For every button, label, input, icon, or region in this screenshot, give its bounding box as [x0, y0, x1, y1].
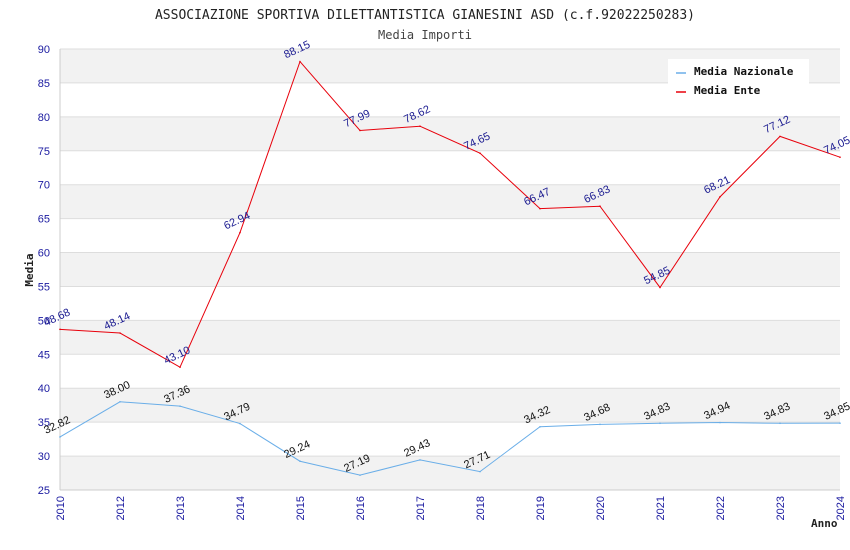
point-ente: [599, 205, 601, 207]
y-tick-label: 30: [38, 451, 50, 463]
y-tick-label: 55: [38, 281, 50, 293]
y-tick-label: 80: [38, 112, 50, 124]
series-line-ente: [59, 60, 841, 368]
chart-subtitle: Media Importi: [378, 28, 472, 42]
y-tick-label: 65: [38, 214, 50, 226]
y-tick-label: 50: [38, 315, 50, 327]
grid-band: [60, 456, 840, 490]
point-ente: [839, 156, 841, 159]
series-lines: [59, 60, 841, 476]
legend-label-nazionale: Media Nazionale: [694, 65, 794, 78]
legend-box: [668, 59, 809, 101]
point-nazionale: [179, 405, 181, 407]
y-tick-label: 90: [38, 44, 50, 56]
point-nazionale: [719, 421, 721, 424]
y-tick-label: 75: [38, 146, 50, 158]
y-tick-label: 25: [38, 485, 50, 497]
grid-band: [60, 116, 840, 151]
grid-bands: [60, 49, 840, 490]
point-nazionale: [779, 422, 781, 425]
point-nazionale: [419, 459, 421, 461]
y-tick-label: 45: [38, 349, 50, 361]
point-nazionale: [479, 470, 481, 473]
point-nazionale: [839, 422, 841, 424]
chart-title: ASSOCIAZIONE SPORTIVA DILETTANTISTICA GI…: [155, 8, 695, 23]
x-tick-label: 2024: [835, 496, 847, 520]
x-tick-label: 2015: [295, 496, 307, 520]
grid-band: [60, 388, 840, 423]
series-line-nazionale: [59, 401, 841, 476]
x-tick-label: 2014: [235, 496, 247, 520]
point-ente: [479, 152, 481, 154]
point-ente: [179, 366, 181, 368]
point-ente: [419, 125, 421, 128]
y-tick-labels: 25 30 35 40 45 50 55 60 65 70 75 80 85 90: [38, 44, 50, 497]
point-ente: [719, 196, 721, 198]
y-tick-label: 70: [38, 180, 50, 192]
point-nazionale: [239, 422, 241, 425]
point-ente: [299, 60, 301, 63]
x-tick-label: 2016: [355, 496, 367, 520]
x-tick-labels: 2010 2012 2013 2014 2015 2016 2017 2018 2019 2020…: [55, 496, 847, 520]
point-ente: [659, 286, 661, 289]
x-tick-label: 2022: [715, 496, 727, 520]
point-nazionale: [59, 436, 61, 438]
point-nazionale: [119, 401, 121, 403]
point-ente: [119, 332, 121, 334]
y-tick-label: 40: [38, 383, 50, 395]
point-ente: [779, 135, 781, 138]
legend-label-ente: Media Ente: [694, 84, 761, 97]
point-nazionale: [299, 460, 301, 463]
grid-band: [60, 184, 840, 219]
x-tick-label: 2013: [175, 496, 187, 520]
point-ente: [239, 231, 241, 234]
x-tick-label: 2010: [55, 496, 67, 520]
grid-band: [60, 252, 840, 287]
y-tick-label: 60: [38, 248, 50, 260]
y-tick-label: 35: [38, 417, 50, 429]
point-nazionale: [599, 423, 601, 426]
x-tick-label: 2018: [475, 496, 487, 520]
legend: Media Nazionale Media Ente: [668, 59, 809, 101]
x-tick-label: 2023: [775, 496, 787, 520]
x-axis-label: Anno: [811, 517, 838, 530]
x-tick-label: 2021: [655, 496, 667, 520]
x-tick-label: 2017: [415, 496, 427, 520]
point-ente: [539, 207, 541, 210]
point-nazionale: [539, 425, 541, 428]
x-tick-label: 2019: [535, 496, 547, 520]
point-nazionale: [659, 422, 661, 425]
point-ente: [59, 328, 61, 331]
grid-band: [60, 320, 840, 355]
y-tick-label: 85: [38, 78, 50, 90]
point-nazionale: [359, 474, 361, 476]
y-axis-label: Media: [23, 253, 36, 286]
x-tick-label: 2020: [595, 496, 607, 520]
x-tick-label: 2012: [115, 496, 127, 520]
point-ente: [359, 129, 361, 132]
